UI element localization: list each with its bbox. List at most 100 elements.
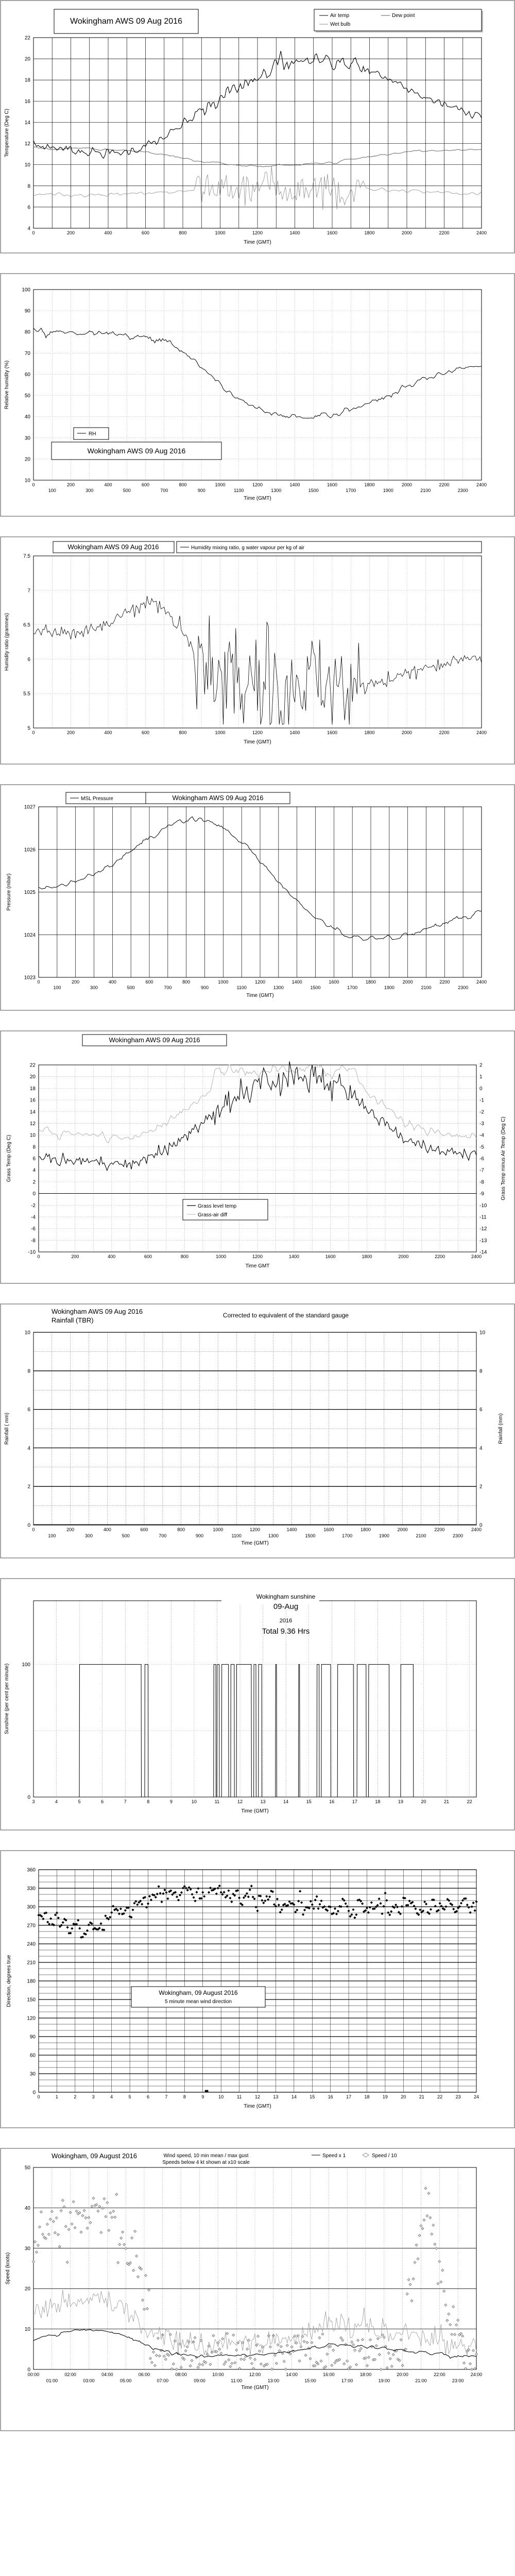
- svg-text:500: 500: [127, 985, 135, 990]
- svg-text:150: 150: [27, 1997, 36, 2003]
- svg-text:Grass level temp: Grass level temp: [198, 1204, 236, 1209]
- svg-text:3: 3: [92, 2094, 95, 2099]
- svg-text:2300: 2300: [453, 1533, 463, 1538]
- svg-text:600: 600: [140, 1527, 148, 1532]
- svg-text:00:00: 00:00: [28, 2372, 40, 2377]
- svg-text:-4: -4: [479, 1133, 484, 1139]
- svg-text:4: 4: [55, 1799, 58, 1804]
- svg-text:8: 8: [27, 1368, 30, 1374]
- svg-text:13: 13: [261, 1799, 266, 1804]
- svg-text:1000: 1000: [215, 730, 225, 735]
- svg-text:1200: 1200: [252, 230, 263, 235]
- svg-text:Wokingham sunshine: Wokingham sunshine: [256, 1593, 316, 1600]
- svg-text:100: 100: [48, 1533, 56, 1538]
- svg-text:400: 400: [108, 1254, 115, 1259]
- svg-text:Air temp: Air temp: [330, 13, 350, 19]
- svg-text:22: 22: [30, 1063, 36, 1069]
- svg-text:30: 30: [30, 2072, 36, 2077]
- svg-text:2400: 2400: [476, 979, 487, 985]
- svg-text:4: 4: [27, 226, 30, 232]
- svg-text:1700: 1700: [346, 488, 356, 493]
- svg-text:21: 21: [444, 1799, 449, 1804]
- svg-text:7: 7: [165, 2094, 167, 2099]
- svg-text:Time (GMT): Time (GMT): [244, 496, 271, 501]
- svg-text:1: 1: [56, 2094, 58, 2099]
- svg-text:Sunshine (per cent per minute): Sunshine (per cent per minute): [4, 1664, 10, 1734]
- svg-text:2100: 2100: [421, 985, 431, 990]
- svg-text:12:00: 12:00: [249, 2372, 261, 2377]
- svg-text:5 minute mean wind direction: 5 minute mean wind direction: [165, 1999, 232, 2005]
- svg-text:14: 14: [30, 1109, 36, 1115]
- svg-text:1600: 1600: [327, 730, 337, 735]
- svg-text:90: 90: [25, 309, 31, 314]
- svg-text:Time (GMT): Time (GMT): [246, 993, 274, 998]
- svg-text:800: 800: [179, 730, 186, 735]
- svg-text:700: 700: [160, 488, 168, 493]
- svg-text:1800: 1800: [364, 482, 374, 487]
- svg-text:01:00: 01:00: [46, 2378, 58, 2383]
- svg-text:90: 90: [30, 2035, 36, 2040]
- svg-text:6: 6: [101, 1799, 104, 1804]
- svg-text:Speed (knots): Speed (knots): [5, 2252, 11, 2284]
- svg-text:15: 15: [306, 1799, 312, 1804]
- svg-text:-9: -9: [479, 1191, 484, 1197]
- svg-text:600: 600: [145, 979, 153, 985]
- svg-text:8: 8: [32, 1144, 36, 1150]
- svg-text:-8: -8: [479, 1179, 484, 1185]
- svg-text:12: 12: [30, 1121, 36, 1127]
- svg-text:Rainfall ( mm): Rainfall ( mm): [4, 1413, 10, 1445]
- svg-text:40: 40: [25, 2206, 31, 2211]
- svg-text:Relative humidity (%): Relative humidity (%): [4, 361, 10, 409]
- svg-text:18: 18: [375, 1799, 380, 1804]
- svg-text:10: 10: [218, 2094, 224, 2099]
- svg-text:Dew point: Dew point: [392, 13, 415, 19]
- svg-text:40: 40: [25, 414, 31, 420]
- svg-text:200: 200: [71, 1254, 79, 1259]
- svg-text:14:00: 14:00: [286, 2372, 298, 2377]
- svg-text:210: 210: [27, 1960, 36, 1966]
- svg-text:2000: 2000: [398, 1527, 408, 1532]
- svg-text:2200: 2200: [439, 979, 450, 985]
- svg-text:Wokingham AWS 09 Aug 2016: Wokingham AWS 09 Aug 2016: [88, 447, 186, 455]
- svg-text:1500: 1500: [308, 488, 319, 493]
- svg-text:4: 4: [479, 1446, 483, 1451]
- svg-text:0: 0: [37, 1254, 40, 1259]
- svg-text:120: 120: [27, 2016, 36, 2022]
- svg-text:330: 330: [27, 1886, 36, 1892]
- svg-text:1100: 1100: [234, 488, 244, 493]
- svg-text:60: 60: [25, 372, 31, 378]
- svg-text:1100: 1100: [231, 1533, 241, 1538]
- svg-text:19: 19: [383, 2094, 388, 2099]
- svg-text:0: 0: [27, 1523, 30, 1529]
- svg-text:-2: -2: [31, 1203, 36, 1209]
- svg-text:1400: 1400: [289, 482, 300, 487]
- svg-text:1300: 1300: [273, 985, 284, 990]
- svg-text:Wokingham AWS 09 Aug 2016: Wokingham AWS 09 Aug 2016: [109, 1036, 200, 1044]
- svg-text:12: 12: [255, 2094, 260, 2099]
- svg-text:16:00: 16:00: [323, 2372, 335, 2377]
- svg-text:2000: 2000: [398, 1254, 408, 1259]
- svg-text:24:00: 24:00: [471, 2372, 483, 2377]
- svg-text:Wokingham AWS 09 Aug 2016: Wokingham AWS 09 Aug 2016: [172, 794, 263, 802]
- svg-text:700: 700: [164, 985, 171, 990]
- svg-text:17:00: 17:00: [341, 2378, 353, 2383]
- svg-text:30: 30: [25, 435, 31, 441]
- svg-text:0: 0: [32, 1191, 36, 1197]
- svg-text:2200: 2200: [439, 482, 449, 487]
- svg-text:Grass-air diff: Grass-air diff: [198, 1212, 227, 1218]
- svg-text:Humidity ratio (grammes): Humidity ratio (grammes): [4, 613, 10, 671]
- svg-text:1024: 1024: [24, 933, 36, 938]
- svg-text:20: 20: [30, 1074, 36, 1080]
- svg-text:Grass Temp minus Air Temp (Deg: Grass Temp minus Air Temp (Deg C): [501, 1116, 506, 1200]
- svg-text:1300: 1300: [271, 488, 281, 493]
- svg-text:270: 270: [27, 1923, 36, 1929]
- svg-text:2000: 2000: [402, 482, 412, 487]
- svg-text:1800: 1800: [360, 1527, 371, 1532]
- svg-text:8: 8: [479, 1368, 483, 1374]
- svg-text:5.5: 5.5: [23, 691, 30, 697]
- svg-text:Corrected to equivalent of the: Corrected to equivalent of the standard …: [223, 1312, 349, 1319]
- svg-text:Pressure (mbar): Pressure (mbar): [6, 873, 12, 910]
- svg-text:5: 5: [27, 726, 30, 732]
- svg-text:12: 12: [237, 1799, 243, 1804]
- svg-text:1800: 1800: [362, 1254, 372, 1259]
